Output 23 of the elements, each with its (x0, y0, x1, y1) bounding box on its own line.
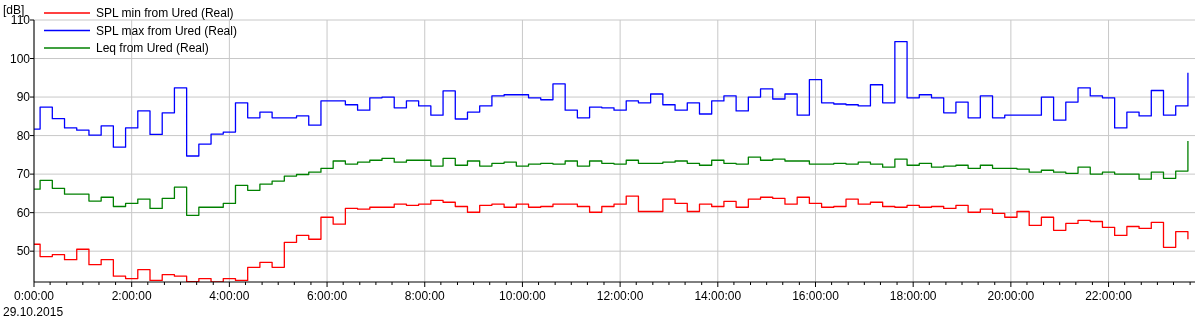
x-tick-label: 16:00:00 (792, 289, 840, 303)
x-tick-label: 4:00:00 (209, 289, 250, 303)
x-tick-label: 18:00:00 (889, 289, 937, 303)
y-tick-label: 50 (16, 244, 31, 259)
y-tick-label: 90 (16, 90, 31, 105)
x-tick-label: 2:00:00 (111, 289, 153, 303)
y-tick-label: 70 (16, 167, 31, 182)
x-tick-label: 0:00:00 (13, 289, 55, 303)
y-axis-title: [dB] (3, 3, 25, 17)
legend-label: SPL min from Ured (Real) (96, 6, 234, 21)
y-tick-label: 60 (16, 205, 31, 220)
legend-label: Leq from Ured (Real) (96, 41, 209, 56)
y-tick-label: 100 (9, 51, 31, 66)
x-tick-label: 10:00:00 (499, 289, 547, 303)
x-tick-label: 20:00:00 (987, 289, 1035, 303)
x-tick-label: 12:00:00 (596, 289, 644, 303)
y-tick-label: 80 (16, 128, 31, 143)
x-tick-label: 14:00:00 (694, 289, 742, 303)
legend-label: SPL max from Ured (Real) (96, 23, 237, 38)
x-tick-label: 6:00:00 (307, 289, 348, 303)
x-tick-label: 22:00:00 (1085, 289, 1133, 303)
text: 29.10.2015 (3, 305, 64, 319)
x-tick-label: 8:00:00 (404, 289, 446, 303)
